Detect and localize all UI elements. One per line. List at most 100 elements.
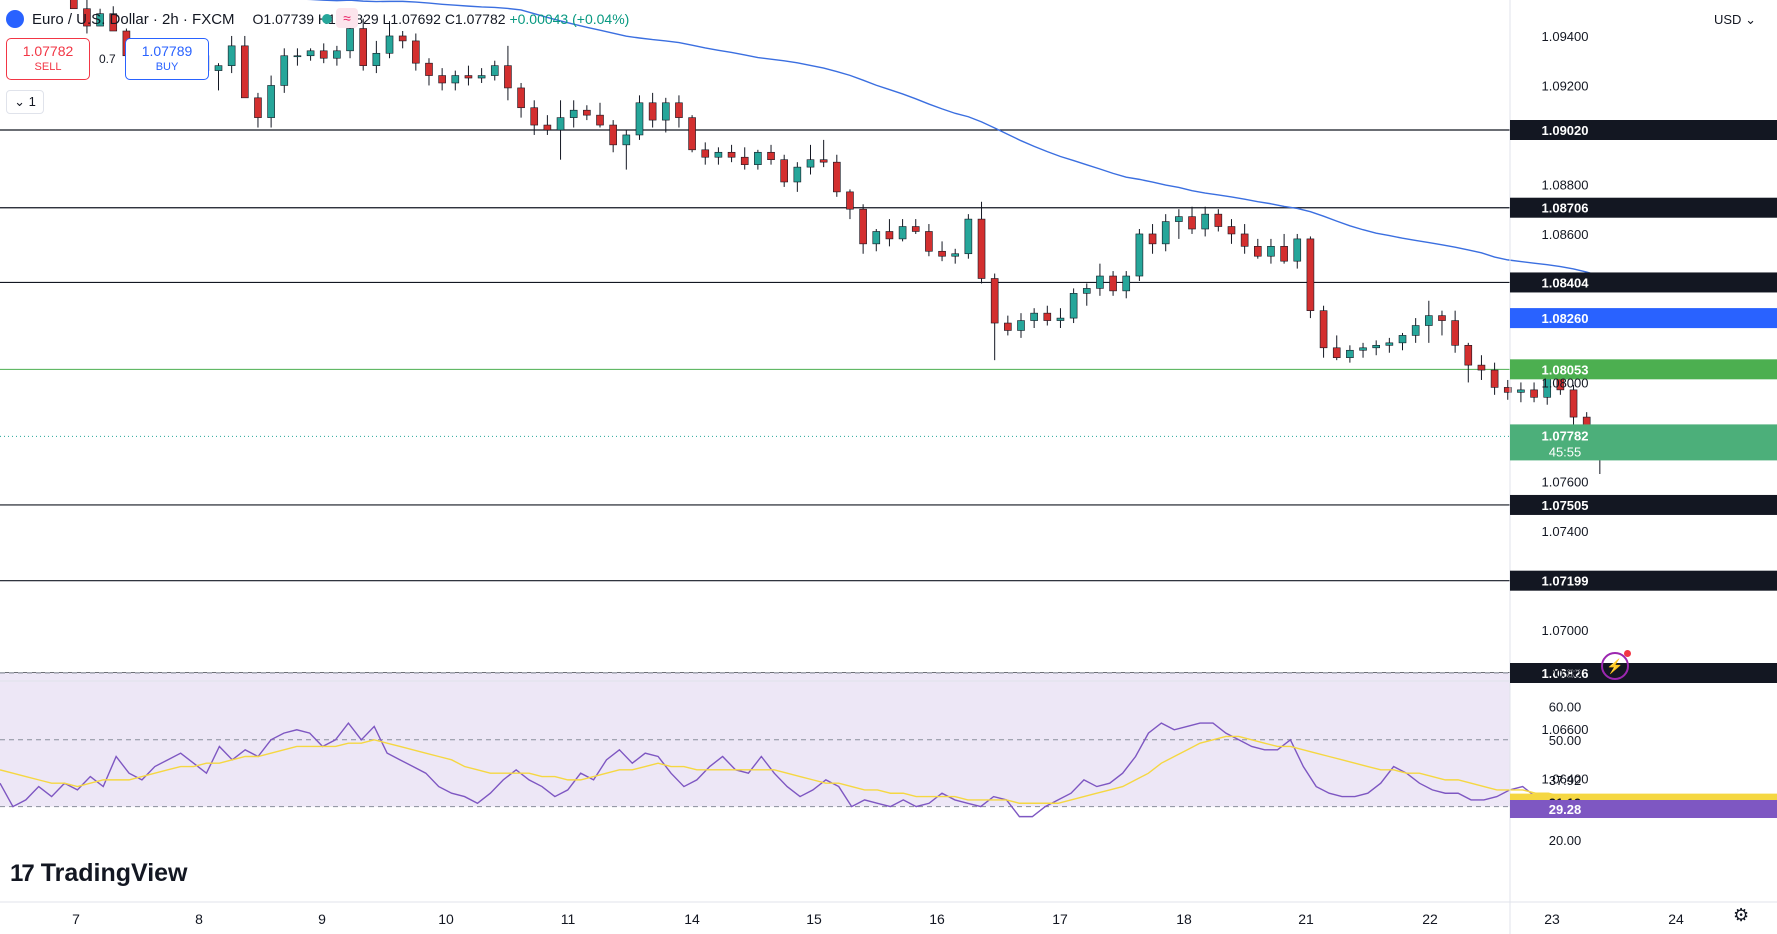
- candle-body: [1530, 389, 1538, 398]
- tradingview-logo-text: TradingView: [40, 859, 188, 887]
- last-price-tag: [1510, 424, 1777, 461]
- candle-body: [951, 253, 960, 257]
- level-price-label: 1.08053: [1542, 362, 1589, 377]
- spread-value: 0.7: [99, 52, 116, 66]
- candle-body: [767, 151, 775, 160]
- rsi-tick-label: 50.00: [1549, 733, 1582, 748]
- sell-button[interactable]: 1.07782 SELL: [6, 38, 90, 80]
- time-tick-label: 21: [1298, 911, 1314, 927]
- candle-body: [241, 45, 249, 99]
- candle-body: [438, 75, 446, 84]
- candle-body: [385, 35, 394, 54]
- level-price-label: 1.07199: [1542, 574, 1589, 589]
- candle-body: [1201, 213, 1209, 230]
- sell-label: SELL: [34, 61, 62, 73]
- countdown-label: 45:55: [1549, 444, 1582, 459]
- time-tick-label: 11: [561, 911, 576, 927]
- candle-body: [1253, 246, 1262, 257]
- candle-body: [727, 151, 736, 158]
- sell-price: 1.07782: [22, 43, 74, 59]
- candle-body: [846, 191, 854, 210]
- candle-body: [1438, 315, 1446, 321]
- level-price-label: 1.07505: [1542, 498, 1589, 513]
- currency-label: USD: [1714, 12, 1742, 27]
- price-change: +0.00043 (+0.04%): [509, 11, 630, 27]
- candle-body: [227, 45, 236, 66]
- candle-body: [1517, 389, 1525, 393]
- candle-body: [1464, 345, 1473, 366]
- candle-body: [1359, 347, 1367, 351]
- time-tick-label: 10: [438, 911, 454, 927]
- candle-body: [622, 134, 631, 146]
- price-axis: 1.09020 1.08706 1.08404 1.08053 1.07505 1.071…: [1509, 0, 1777, 934]
- quantity-dropdown[interactable]: ⌄ 1: [6, 90, 44, 114]
- rsi-pane: [0, 672, 1614, 818]
- time-tick-label: 7: [72, 911, 80, 927]
- candle-body: [398, 35, 407, 42]
- time-tick-label: 23: [1544, 911, 1560, 927]
- candle-body: [1135, 233, 1144, 277]
- rsi-ma-line: [0, 735, 1613, 804]
- indicator-wave-icon[interactable]: ≈: [336, 8, 358, 28]
- time-tick-label: 18: [1176, 911, 1192, 927]
- currency-selector[interactable]: USD ⌄: [1714, 12, 1756, 27]
- candle-body: [319, 50, 328, 59]
- level-price-label: 1.06826: [1542, 666, 1589, 681]
- candle-body: [609, 124, 617, 146]
- time-tick-label: 14: [684, 911, 700, 927]
- time-tick-label: 9: [318, 911, 326, 927]
- buy-label: BUY: [155, 61, 179, 73]
- candle-body: [1240, 233, 1249, 247]
- settings-gear-icon[interactable]: ⚙: [1733, 905, 1750, 925]
- symbol-title[interactable]: Euro / U.S. Dollar · 2h · FXCM: [32, 10, 235, 28]
- candle-body: [1043, 312, 1052, 321]
- tradingview-logo[interactable]: 17 TradingView: [10, 859, 188, 888]
- candle-body: [477, 75, 486, 79]
- candle-body: [109, 13, 118, 32]
- rsi-tag: [1510, 800, 1777, 819]
- time-axis: 7 8 9 10 11 14 15 16 17 18 21 22 23 24: [0, 680, 1777, 927]
- candle-body: [833, 161, 841, 193]
- candle-body: [885, 231, 894, 240]
- price-tick-label: 1.07000: [1542, 623, 1589, 638]
- last-price-label: 1.07782: [1542, 428, 1589, 443]
- candle-body: [69, 0, 78, 10]
- candle-body: [1319, 310, 1328, 349]
- chart-header: Euro / U.S. Dollar · 2h · FXCM O1.07739 …: [0, 4, 629, 34]
- candle-body: [214, 65, 223, 71]
- candle-body: [1477, 364, 1486, 371]
- candle-body: [938, 250, 946, 257]
- buy-button[interactable]: 1.07789 BUY: [125, 38, 209, 80]
- candle-body: [333, 50, 341, 59]
- candle-body: [1069, 293, 1078, 319]
- moving-average: [306, 0, 1614, 281]
- candle-body: [596, 114, 604, 126]
- candle-body: [1372, 345, 1380, 349]
- level-tag: [1510, 494, 1777, 515]
- time-tick-label: 15: [806, 911, 822, 927]
- rsi-line: [0, 721, 1614, 818]
- candle-body: [1004, 322, 1012, 331]
- candle-body: [464, 75, 473, 79]
- candle-body: [1569, 389, 1578, 418]
- candle-body: [859, 208, 867, 245]
- level-tag: [1510, 663, 1777, 683]
- candle-body: [1017, 320, 1025, 331]
- candle-body: [872, 231, 881, 245]
- candle-body: [280, 55, 289, 86]
- candle-body: [1122, 275, 1131, 292]
- price-tick-label: 1.09400: [1542, 29, 1589, 44]
- level-price-label: 1.08706: [1542, 201, 1589, 216]
- price-tick-label: 1.07400: [1542, 524, 1589, 539]
- ma-price-label: 1.08260: [1542, 311, 1589, 326]
- lightning-alert-icon[interactable]: ⚡: [1601, 650, 1631, 680]
- candle-body: [293, 55, 302, 58]
- candle-body: [556, 117, 565, 131]
- candle-body: [1490, 369, 1499, 388]
- time-tick-label: 8: [195, 911, 203, 927]
- candle-body: [504, 65, 512, 89]
- ma-price-tag: [1510, 308, 1777, 329]
- candle-body: [267, 85, 275, 118]
- candle-body: [1293, 238, 1302, 262]
